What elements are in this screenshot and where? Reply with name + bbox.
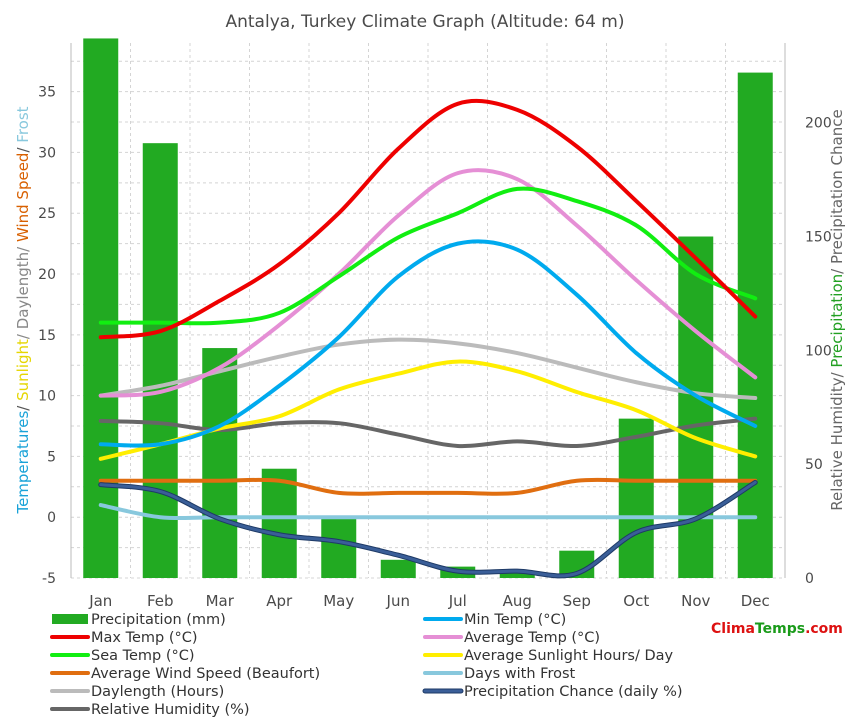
precipitation-bar	[618, 418, 654, 578]
series-lines	[98, 98, 758, 579]
left-axis-title-part: / Daylength/	[14, 242, 32, 339]
month-label: May	[323, 592, 354, 610]
legend-label-avgtemp: Average Temp (°C)	[464, 630, 600, 646]
brand-logo[interactable]: ClimaTemps.com	[711, 621, 843, 637]
left-tick-label: 5	[47, 449, 56, 465]
precipitation-bar	[142, 143, 178, 578]
legend-label-daylength: Daylength (Hours)	[91, 684, 224, 700]
precipitation-bar	[678, 236, 714, 579]
precipitation-bar	[499, 571, 535, 578]
right-tick-label: 100	[805, 343, 832, 359]
right-tick-label: 50	[805, 457, 823, 473]
legend: Precipitation (mm) Min Temp (°C) Max Temp …	[50, 612, 683, 718]
left-tick-label: 10	[38, 389, 56, 405]
left-axis-title-part: Wind Speed	[14, 153, 32, 243]
legend-swatch-precipitation	[52, 614, 88, 624]
month-label: Mar	[206, 592, 235, 610]
month-label: Oct	[623, 592, 649, 610]
series-line-mintemp	[98, 239, 758, 448]
left-tick-label: 20	[38, 267, 56, 283]
month-label: Sep	[563, 592, 591, 610]
left-axis-title-part: Frost	[14, 106, 32, 142]
left-tick-label: 35	[38, 85, 56, 101]
left-axis-title-part: /	[14, 143, 32, 153]
legend-label-humidity: Relative Humidity (%)	[91, 702, 250, 718]
precipitation-bar	[737, 72, 773, 579]
brand-part-com: .com	[805, 621, 843, 637]
precipitation-bar	[83, 38, 119, 579]
right-tick-label: 0	[805, 571, 814, 587]
chart-title: Antalya, Turkey Climate Graph (Altitude:…	[225, 12, 624, 32]
precipitation-bar	[321, 516, 357, 578]
series-line-seatemp	[98, 186, 758, 326]
legend-label-mintemp: Min Temp (°C)	[464, 612, 566, 628]
legend-label-maxtemp: Max Temp (°C)	[91, 630, 198, 646]
month-label: Nov	[681, 592, 710, 610]
left-axis-title-part: Sunlight	[14, 339, 32, 401]
left-tick-label: 15	[38, 328, 56, 344]
left-tick-label: -5	[42, 571, 56, 587]
left-tick-label: 25	[38, 206, 56, 222]
month-label: Jul	[448, 592, 467, 610]
left-axis-title-part: /	[14, 401, 32, 411]
month-label: Jan	[88, 592, 112, 610]
precipitation-bar	[380, 559, 416, 578]
month-label: Jun	[386, 592, 410, 610]
series-line-maxtemp	[98, 98, 758, 340]
brand-part-clima: Clima	[711, 621, 755, 637]
right-tick-label: 200	[805, 116, 832, 132]
axes: -5 0 5 10 15 20 25 30 35 0 50 100 150 200 Jan Feb Mar Apr…	[14, 43, 846, 610]
precipitation-bars	[83, 38, 773, 579]
right-axis-title: Relative Humidity/ Precipitation/ Precip…	[828, 109, 846, 510]
left-axis-title: Temperatures/ Sunlight/ Daylength/ Wind …	[14, 106, 32, 514]
month-label: Apr	[266, 592, 293, 610]
precipitation-bar	[202, 348, 238, 578]
legend-label-precipitation: Precipitation (mm)	[91, 612, 226, 628]
legend-label-precipchance: Precipitation Chance (daily %)	[464, 684, 683, 700]
precipitation-bar	[261, 468, 297, 578]
legend-label-seatemp: Sea Temp (°C)	[91, 648, 195, 664]
left-axis-title-part: Temperatures	[14, 411, 32, 515]
month-label: Feb	[147, 592, 174, 610]
left-tick-label: 30	[38, 145, 56, 161]
left-tick-label: 0	[47, 510, 56, 526]
month-label: Aug	[503, 592, 532, 610]
brand-part-temps: Temps	[755, 621, 805, 637]
legend-label-frost: Days with Frost	[464, 666, 576, 682]
series-line-precipchance	[99, 480, 757, 578]
legend-label-wind: Average Wind Speed (Beaufort)	[91, 666, 320, 682]
series-line-wind	[98, 477, 758, 496]
right-axis-title-part: Relative Humidity/	[828, 368, 846, 511]
right-axis-title-part: / Precipitation Chance	[828, 109, 846, 274]
series-line-avgtemp	[98, 168, 758, 398]
right-tick-label: 150	[805, 230, 832, 246]
month-label: Dec	[741, 592, 770, 610]
right-axis-title-part: Precipitation	[828, 274, 846, 368]
legend-label-sun: Average Sunlight Hours/ Day	[464, 648, 674, 664]
